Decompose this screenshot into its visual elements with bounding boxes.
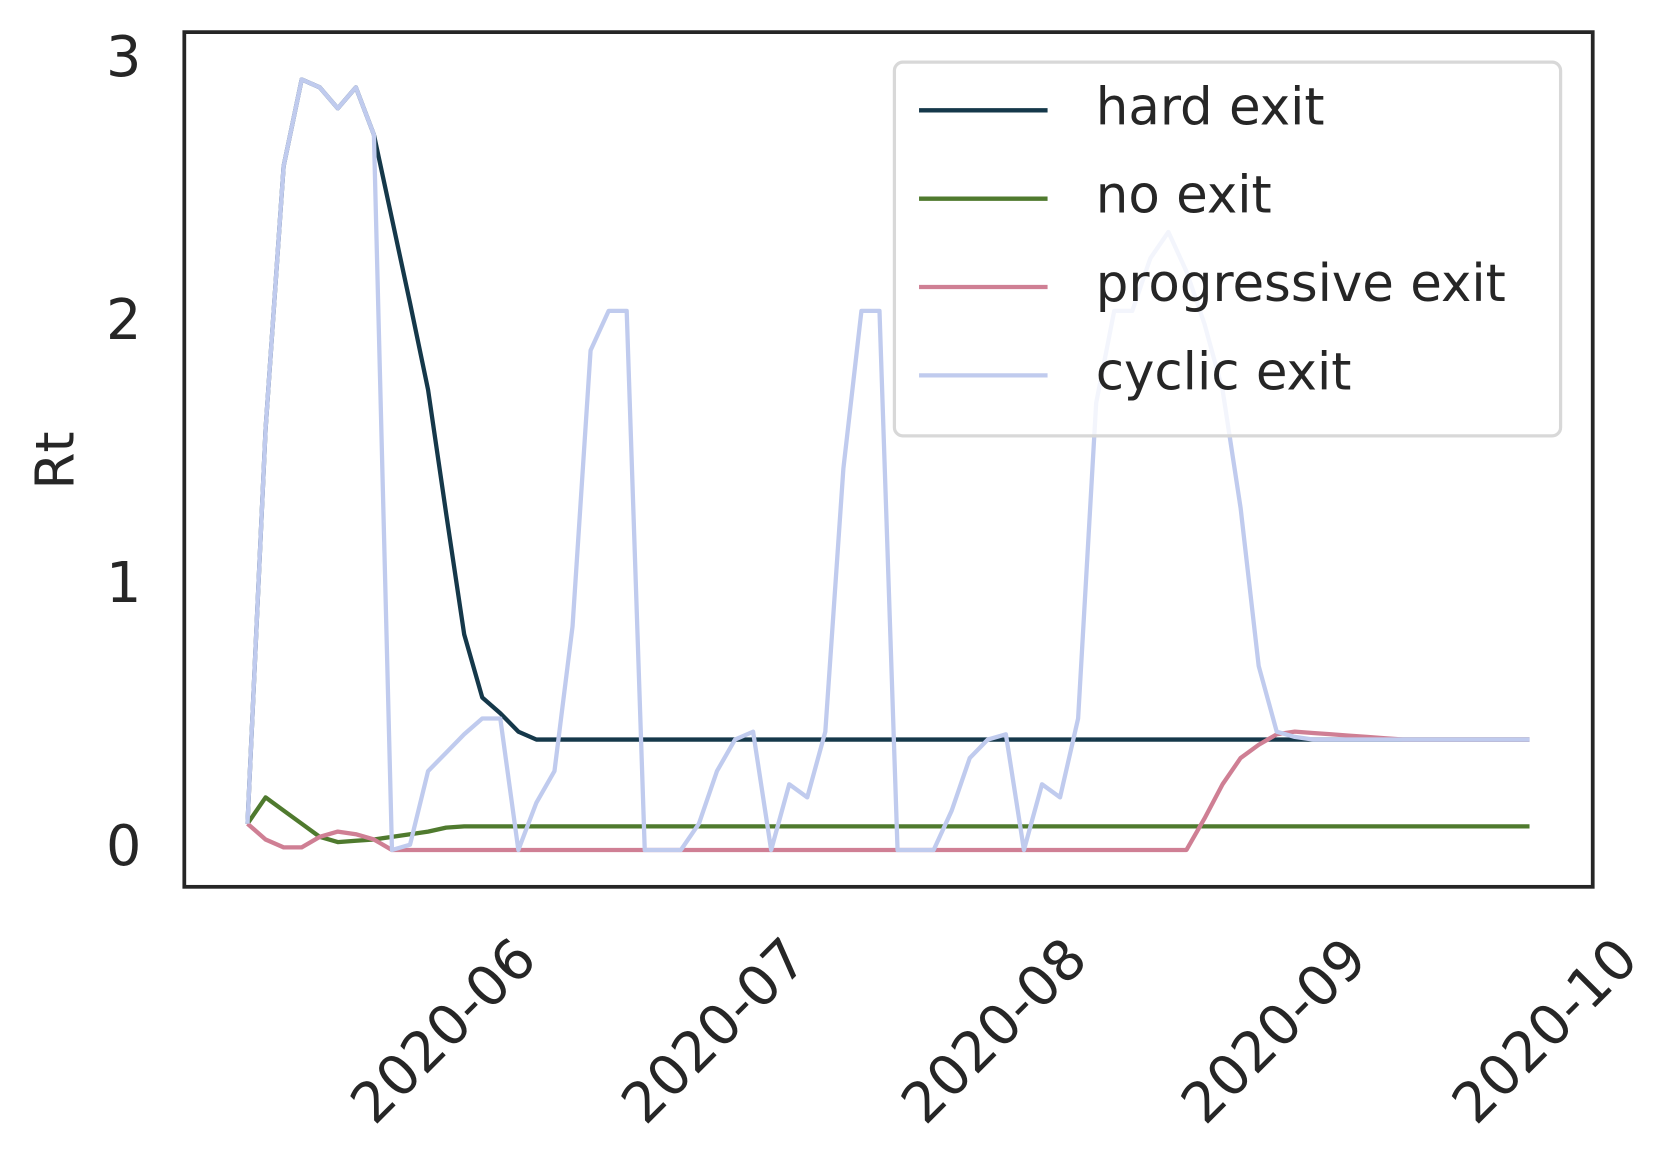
- y-tick-label: 1: [106, 551, 141, 616]
- legend: hard exit no exit progressive exit cyclic e…: [892, 60, 1563, 438]
- legend-label: progressive exit: [1096, 254, 1506, 314]
- plot-frame: [182, 30, 1595, 889]
- legend-label: no exit: [1096, 166, 1272, 226]
- y-tick-label: 2: [106, 288, 141, 353]
- legend-label: cyclic exit: [1096, 342, 1352, 402]
- series-line: [246, 729, 1530, 853]
- y-tick-label: 0: [106, 814, 141, 879]
- y-tick-label: 3: [106, 25, 141, 90]
- series-line: [245, 77, 1530, 853]
- legend-box: [892, 60, 1563, 438]
- series-line: [245, 795, 1530, 845]
- y-axis-label: Rt: [24, 431, 87, 489]
- legend-label: hard exit: [1096, 77, 1325, 137]
